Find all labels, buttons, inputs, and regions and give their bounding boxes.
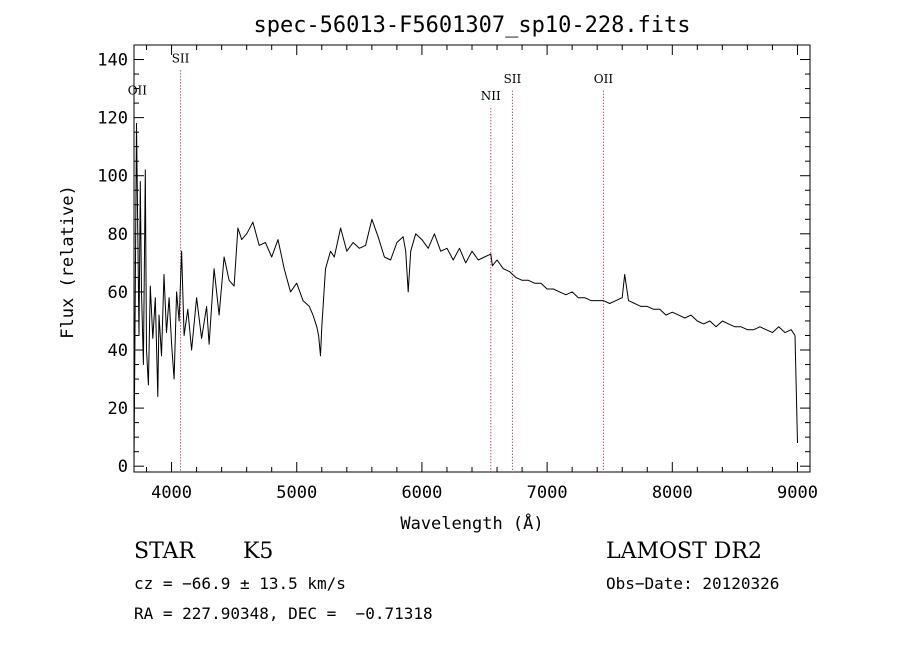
x-axis-label: Wavelength (Å) <box>400 512 543 534</box>
x-tick-label: 8000 <box>652 483 693 503</box>
chart-title: spec-56013-F5601307_sp10-228.fits <box>253 13 690 38</box>
x-tick-label: 9000 <box>777 483 818 503</box>
y-tick-label: 80 <box>108 225 128 245</box>
spectrum-line <box>133 122 798 467</box>
y-tick-label: 140 <box>97 51 128 71</box>
y-tick-label: 60 <box>108 283 128 303</box>
redshift-cz: cz = −66.9 ± 13.5 km/s <box>134 574 346 593</box>
y-tick-label: 20 <box>108 399 128 419</box>
subclass: K5 <box>243 539 274 564</box>
ra-dec: RA = 227.90348, DEC = −0.71318 <box>134 604 433 623</box>
plot-frame <box>133 44 811 473</box>
line-id-oii: OII <box>128 83 148 97</box>
y-tick-label: 120 <box>97 109 128 129</box>
x-tick-label: 6000 <box>401 483 442 503</box>
y-tick-label: 100 <box>97 167 128 187</box>
x-tick-label: 5000 <box>276 483 317 503</box>
line-id-sii: SII <box>504 72 522 86</box>
y-tick-label: 0 <box>118 457 128 477</box>
y-tick-label: 40 <box>108 341 128 361</box>
x-tick-label: 4000 <box>151 483 192 503</box>
object-class: STAR <box>134 539 195 564</box>
line-id-sii: SII <box>172 51 190 65</box>
survey-label: LAMOST DR2 <box>606 539 762 564</box>
x-tick-label: 7000 <box>527 483 568 503</box>
line-id-oii: OII <box>594 72 614 86</box>
line-id-nii: NII <box>481 89 501 103</box>
y-axis-label: Flux (relative) <box>58 185 78 339</box>
obs-date: Obs−Date: 20120326 <box>606 574 780 593</box>
